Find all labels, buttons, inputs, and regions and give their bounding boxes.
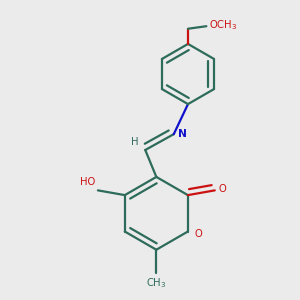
- Text: O: O: [195, 229, 203, 239]
- Text: HO: HO: [80, 177, 95, 187]
- Text: CH$_3$: CH$_3$: [146, 277, 166, 290]
- Text: OCH$_3$: OCH$_3$: [209, 18, 237, 32]
- Text: N: N: [178, 128, 186, 139]
- Text: O: O: [219, 184, 226, 194]
- Text: H: H: [131, 137, 139, 147]
